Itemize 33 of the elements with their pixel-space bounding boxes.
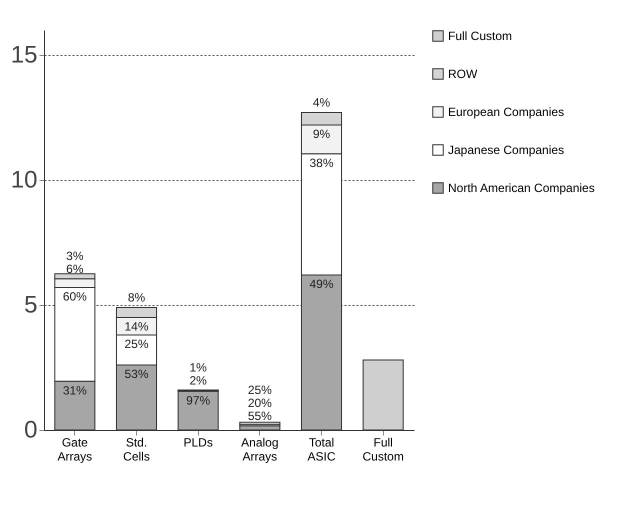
x-tick-label: Full Custom — [362, 436, 404, 464]
annotation: 60% — [62, 290, 88, 304]
annotation: 6% — [66, 262, 84, 276]
legend-label: Japanese Companies — [448, 143, 564, 157]
x-tick-label: Total ASIC — [307, 436, 336, 464]
annotation: 3% — [66, 248, 84, 263]
x-tick-label: Std. Cells — [123, 436, 150, 464]
annotation: 14% — [124, 320, 149, 334]
annotation: 9% — [312, 127, 330, 141]
x-tick-label: Analog Arrays — [241, 436, 279, 464]
annotation: 49% — [309, 277, 334, 291]
x-tick-label: Gate Arrays — [57, 436, 92, 464]
annotation: 55% — [248, 408, 272, 423]
annotation: 4% — [312, 96, 330, 110]
legend-label: North American Companies — [448, 181, 595, 195]
annotation: 2% — [189, 374, 208, 388]
legend-label: Full Custom — [448, 29, 512, 43]
x-tick-label: PLDs — [183, 436, 213, 450]
y-tick-label: 15 — [10, 42, 38, 68]
annotation: 1% — [189, 360, 208, 374]
annotation: 31% — [62, 383, 88, 398]
annotation: 20% — [248, 396, 272, 410]
legend-label: ROW — [448, 67, 478, 81]
annotation: 25% — [124, 337, 149, 351]
annotation: 25% — [248, 382, 272, 397]
annotation: 97% — [186, 393, 210, 408]
legend-label: European Companies — [448, 105, 564, 119]
y-tick-label: 0 — [24, 416, 38, 444]
y-tick-label: 10 — [10, 166, 38, 194]
annotation: 8% — [128, 290, 146, 304]
annotation: 53% — [124, 367, 149, 381]
annotation: 38% — [309, 156, 334, 170]
y-tick-label: 5 — [24, 292, 38, 318]
